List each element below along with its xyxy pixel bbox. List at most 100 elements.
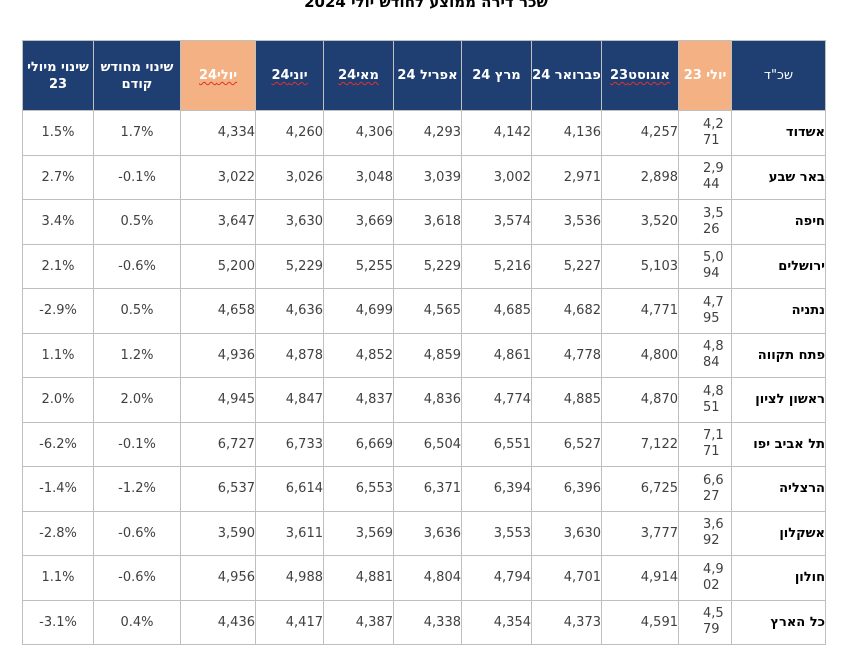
cell-aug23: 3,777: [601, 510, 679, 556]
cell-jul23-value: 4,884: [703, 339, 724, 371]
cell-aug23: 4,771: [601, 288, 679, 334]
cell-city: אשקלון: [731, 510, 826, 556]
cell-jul23: 6,627: [678, 466, 732, 512]
cell-city: ירושלים: [731, 243, 826, 289]
cell-change-year: 2.1%: [22, 243, 94, 289]
table-body: 1.5% 1.7% 4,334 4,260 4,306 4,293 4,142 4,136 4,…: [22, 110, 826, 645]
cell-city: באר שבע: [731, 154, 826, 200]
cell-feb24: 4,778: [531, 332, 602, 378]
cell-mar24: 3,002: [461, 154, 532, 200]
cell-change-year: -1.4%: [22, 466, 94, 512]
cell-change-year: 1.1%: [22, 555, 94, 601]
table-row: 1.1% -0.6% 4,956 4,988 4,881 4,804 4,794 4,701 4…: [22, 555, 826, 601]
cell-apr24: 4,859: [393, 332, 462, 378]
cell-aug23: 6,725: [601, 466, 679, 512]
cell-mar24: 4,354: [461, 599, 532, 645]
table-row: 2.7% -0.1% 3,022 3,026 3,048 3,039 3,002 2,971 2…: [22, 154, 826, 200]
cell-feb24: 6,396: [531, 466, 602, 512]
rent-table: שינוי מיולי 23 שינוי מחודש קודם יולי24 י…: [22, 40, 826, 645]
cell-change-month: -0.1%: [93, 154, 181, 200]
header-change-year: שינוי מיולי 23: [22, 40, 94, 111]
cell-mar24: 5,216: [461, 243, 532, 289]
cell-aug23: 4,870: [601, 377, 679, 423]
table-row: -2.9% 0.5% 4,658 4,636 4,699 4,565 4,685 4,682 4…: [22, 288, 826, 334]
table-row: 1.1% 1.2% 4,936 4,878 4,852 4,859 4,861 4,778 4,…: [22, 332, 826, 378]
cell-jul24: 3,590: [180, 510, 256, 556]
cell-mar24: 3,553: [461, 510, 532, 556]
cell-jul23: 3,526: [678, 199, 732, 245]
cell-jul23-value: 4,795: [703, 294, 724, 326]
cell-city: תל אביב יפו: [731, 421, 826, 467]
cell-jun24: 5,229: [255, 243, 324, 289]
table-row: -3.1% 0.4% 4,436 4,417 4,387 4,338 4,354 4,373 4…: [22, 599, 826, 645]
cell-apr24: 4,836: [393, 377, 462, 423]
table-row: 3.4% 0.5% 3,647 3,630 3,669 3,618 3,574 3,536 3,…: [22, 199, 826, 245]
cell-apr24: 3,618: [393, 199, 462, 245]
cell-jun24: 4,988: [255, 555, 324, 601]
cell-jul23: 4,884: [678, 332, 732, 378]
cell-change-month: 0.4%: [93, 599, 181, 645]
cell-apr24: 4,293: [393, 110, 462, 156]
cell-mar24: 3,574: [461, 199, 532, 245]
cell-mar24: 4,861: [461, 332, 532, 378]
header-jul23: יולי 23: [678, 40, 732, 111]
header-feb24: פברואר 24: [531, 40, 602, 111]
cell-aug23: 3,520: [601, 199, 679, 245]
cell-jun24: 4,260: [255, 110, 324, 156]
cell-mar24: 4,774: [461, 377, 532, 423]
cell-city: נתניה: [731, 288, 826, 334]
cell-city: פתח תקווה: [731, 332, 826, 378]
cell-jul23-value: 5,094: [703, 250, 724, 282]
header-may24-label: מאי24: [338, 68, 379, 83]
cell-feb24: 2,971: [531, 154, 602, 200]
cell-jun24: 3,611: [255, 510, 324, 556]
header-jun24: יוני24: [255, 40, 324, 111]
cell-mar24: 6,551: [461, 421, 532, 467]
cell-jul23: 4,271: [678, 110, 732, 156]
cell-change-year: -2.8%: [22, 510, 94, 556]
header-aug23-label: אוגוסט23: [610, 68, 670, 83]
header-city: שכ"ד: [731, 40, 826, 111]
cell-jul24: 5,200: [180, 243, 256, 289]
cell-city: הרצליה: [731, 466, 826, 512]
cell-may24: 4,837: [323, 377, 394, 423]
cell-jul23-value: 2,944: [703, 161, 724, 193]
cell-apr24: 6,371: [393, 466, 462, 512]
cell-city: חיפה: [731, 199, 826, 245]
cell-change-year: -3.1%: [22, 599, 94, 645]
cell-apr24: 5,229: [393, 243, 462, 289]
cell-change-month: -0.6%: [93, 510, 181, 556]
cell-may24: 3,669: [323, 199, 394, 245]
cell-jul24: 3,022: [180, 154, 256, 200]
header-row: שינוי מיולי 23 שינוי מחודש קודם יולי24 י…: [22, 40, 826, 111]
cell-feb24: 4,373: [531, 599, 602, 645]
cell-jun24: 6,614: [255, 466, 324, 512]
cell-jun24: 3,630: [255, 199, 324, 245]
cell-jul23-value: 7,171: [703, 428, 724, 460]
cell-jul23: 4,902: [678, 555, 732, 601]
cell-change-year: -6.2%: [22, 421, 94, 467]
cell-aug23: 4,257: [601, 110, 679, 156]
cell-aug23: 7,122: [601, 421, 679, 467]
cell-jul23: 7,171: [678, 421, 732, 467]
header-apr24: אפריל 24: [393, 40, 462, 111]
cell-feb24: 4,885: [531, 377, 602, 423]
cell-aug23: 2,898: [601, 154, 679, 200]
cell-change-month: 1.7%: [93, 110, 181, 156]
header-aug23: אוגוסט23: [601, 40, 679, 111]
cell-jul23-value: 6,627: [703, 472, 724, 504]
cell-jul23: 4,795: [678, 288, 732, 334]
cell-may24: 4,881: [323, 555, 394, 601]
cell-mar24: 6,394: [461, 466, 532, 512]
cell-apr24: 4,338: [393, 599, 462, 645]
header-jul24: יולי24: [180, 40, 256, 111]
cell-apr24: 3,039: [393, 154, 462, 200]
cell-jul23-value: 3,692: [703, 517, 724, 549]
cell-jul24: 3,647: [180, 199, 256, 245]
cell-change-month: -0.6%: [93, 243, 181, 289]
cell-change-month: 2.0%: [93, 377, 181, 423]
cell-change-month: 1.2%: [93, 332, 181, 378]
cell-may24: 6,669: [323, 421, 394, 467]
cell-change-month: -0.1%: [93, 421, 181, 467]
cell-may24: 3,569: [323, 510, 394, 556]
